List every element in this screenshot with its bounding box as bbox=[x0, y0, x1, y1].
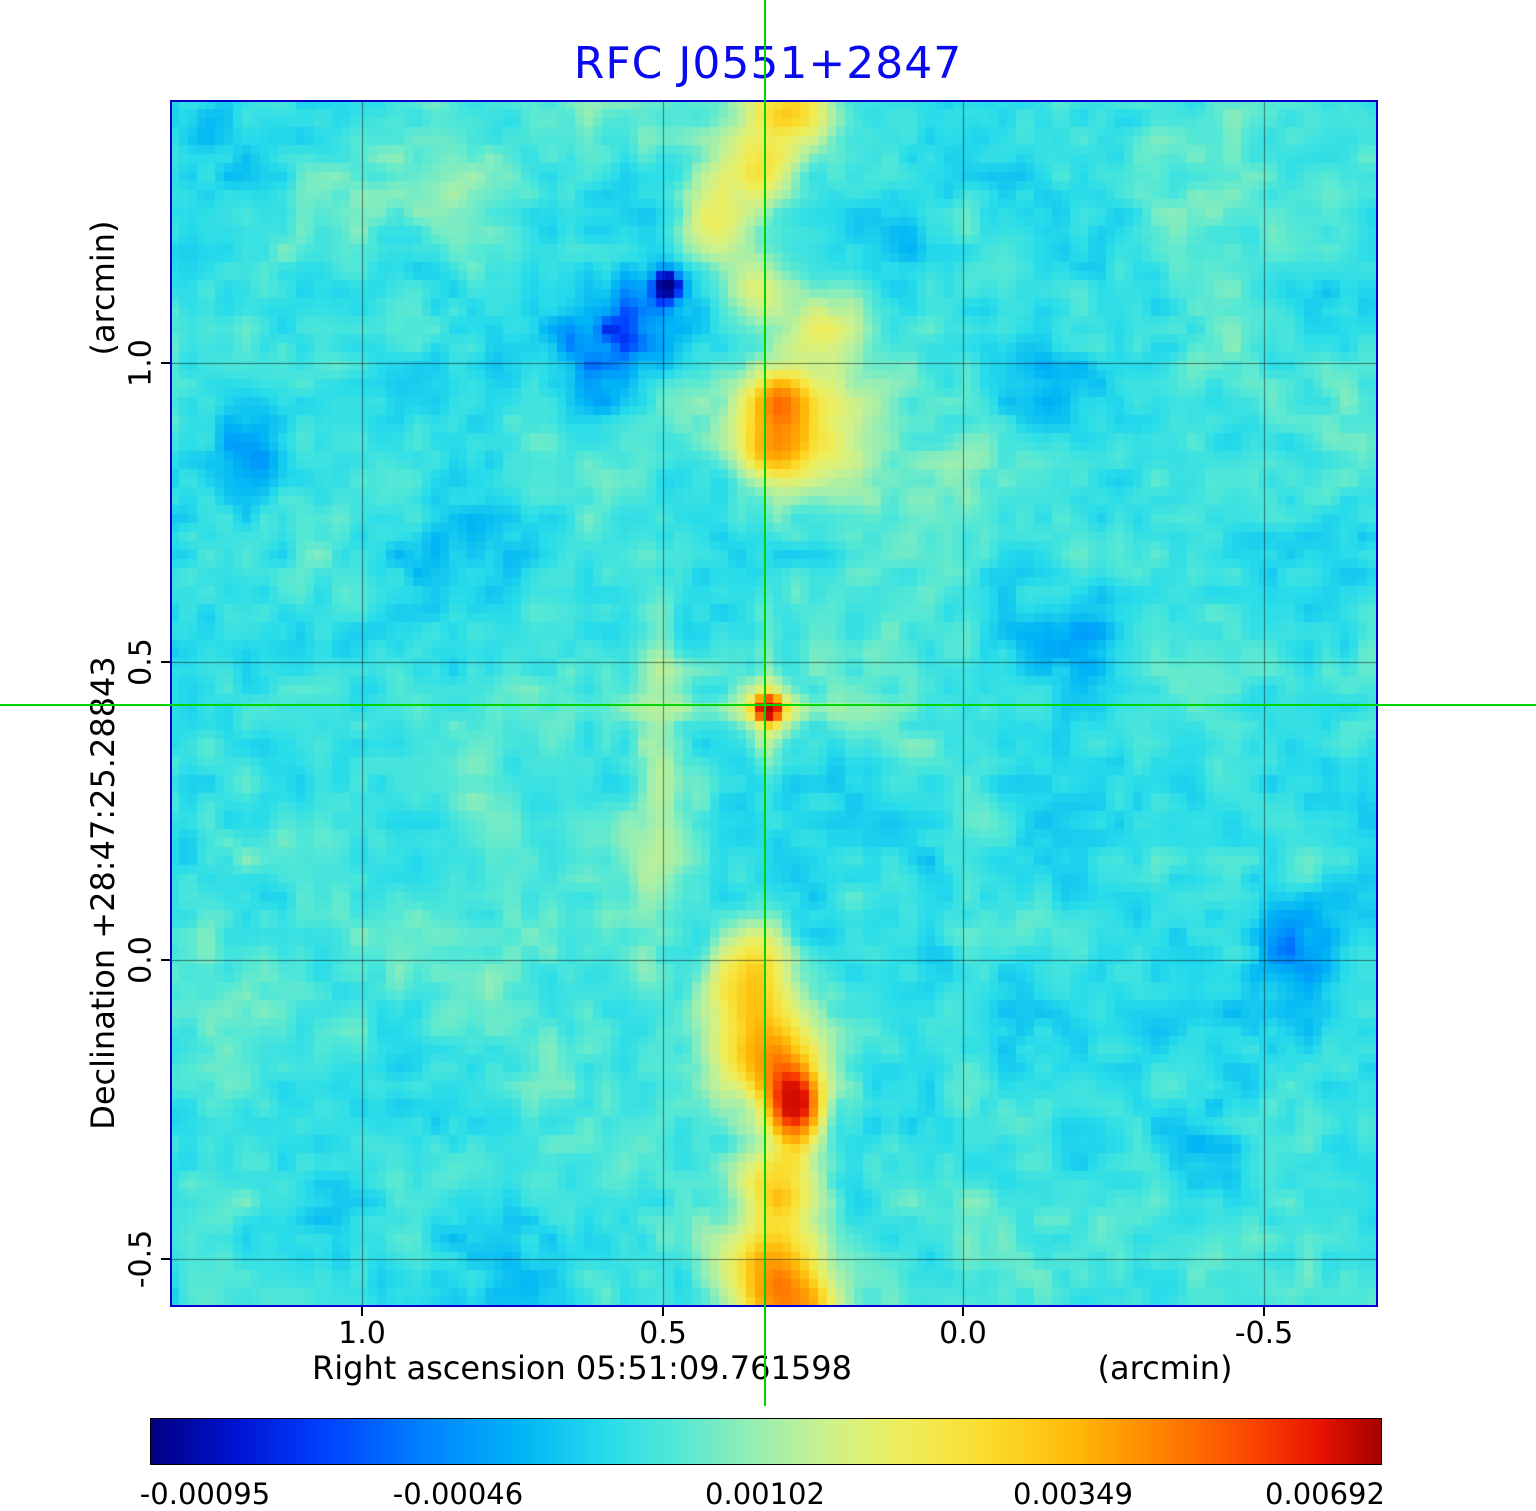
y-axis-label: Declination +28:47:25.28843 bbox=[84, 656, 122, 1130]
colorbar bbox=[150, 1418, 1382, 1465]
axis-tick bbox=[662, 1307, 664, 1316]
colorbar-tick-label: -0.00095 bbox=[139, 1477, 271, 1511]
colorbar-tick-label: 0.00692 bbox=[1265, 1477, 1385, 1511]
x-tick-label: -0.5 bbox=[1234, 1316, 1294, 1351]
plot-area bbox=[170, 100, 1378, 1307]
axis-tick bbox=[1263, 1307, 1265, 1316]
crosshair-horizontal-line bbox=[0, 704, 1536, 706]
axis-tick bbox=[962, 1307, 964, 1316]
y-tick-label: -0.5 bbox=[123, 1229, 159, 1289]
x-axis-label: Right ascension 05:51:09.761598 bbox=[312, 1349, 852, 1387]
axis-tick bbox=[161, 1258, 170, 1260]
colorbar-tick-label: 0.00349 bbox=[1013, 1477, 1133, 1511]
y-tick-label: 0.0 bbox=[123, 936, 159, 984]
axis-tick bbox=[161, 661, 170, 663]
heatmap-canvas bbox=[170, 100, 1378, 1307]
x-tick-label: 0.5 bbox=[639, 1316, 687, 1351]
figure-title: RFC J0551+2847 bbox=[573, 38, 963, 89]
axis-tick bbox=[161, 959, 170, 961]
y-axis-unit-label: (arcmin) bbox=[84, 220, 122, 356]
y-tick-label: 0.5 bbox=[123, 638, 159, 686]
x-tick-label: 1.0 bbox=[338, 1316, 386, 1351]
axis-tick bbox=[361, 1307, 363, 1316]
x-tick-label: 0.0 bbox=[939, 1316, 987, 1351]
x-axis-unit-label: (arcmin) bbox=[1097, 1349, 1233, 1387]
axis-tick bbox=[161, 362, 170, 364]
y-tick-label: 1.0 bbox=[123, 339, 159, 387]
colorbar-tick-label: -0.00046 bbox=[392, 1477, 524, 1511]
colorbar-tick-label: 0.00102 bbox=[705, 1477, 825, 1511]
crosshair-vertical-line bbox=[764, 0, 766, 1406]
